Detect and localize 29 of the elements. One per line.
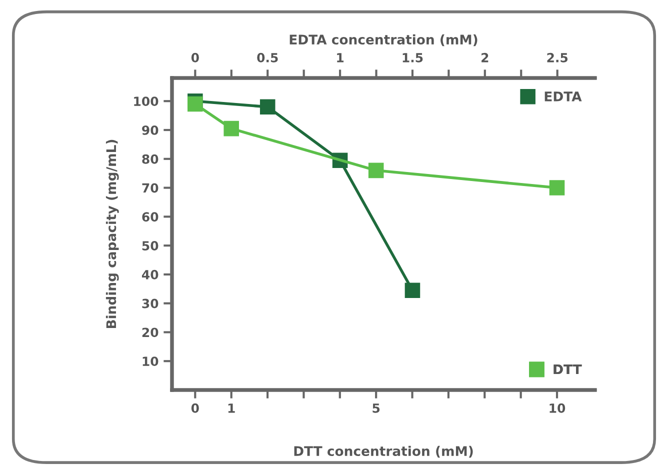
- y-tick-label: 20: [142, 328, 158, 338]
- y-tick-label: 10: [142, 356, 158, 366]
- y-tick-label: 70: [142, 183, 158, 193]
- x-tick-label: 0: [191, 403, 199, 413]
- legend-label: EDTA: [544, 92, 582, 102]
- point: [549, 180, 565, 196]
- x2-tick-label: 0.5: [257, 52, 278, 62]
- x2-axis-title: EDTA concentration (mM): [290, 34, 478, 46]
- y-tick-label: 50: [142, 241, 158, 250]
- x-axis-title: DTT concentration (mM): [294, 446, 473, 458]
- y-tick-label: 80: [142, 154, 158, 164]
- x-tick-label: 5: [372, 404, 380, 413]
- y-axis-title: Binding capacity (mg/mL): [106, 140, 119, 328]
- point: [188, 96, 203, 112]
- x2-tick-label: 1: [337, 53, 344, 62]
- y-tick-label: 30: [142, 298, 158, 308]
- x2-tick-label: 1.5: [402, 53, 423, 62]
- y-tick-label: 100: [134, 96, 158, 106]
- point: [224, 120, 239, 136]
- x2-tick-label: 0: [191, 52, 199, 62]
- y-tick-label: 40: [142, 270, 158, 280]
- x2-tick-label: 2.5: [547, 52, 568, 62]
- x-tick-label: 10: [550, 403, 566, 413]
- x2-tick-label: 2: [482, 52, 488, 62]
- y-tick-label: 60: [142, 212, 158, 222]
- point: [368, 162, 384, 178]
- x-tick-label: 1: [228, 404, 235, 413]
- legend-label: DTT: [554, 364, 582, 374]
- y-tick-label: 90: [142, 125, 158, 135]
